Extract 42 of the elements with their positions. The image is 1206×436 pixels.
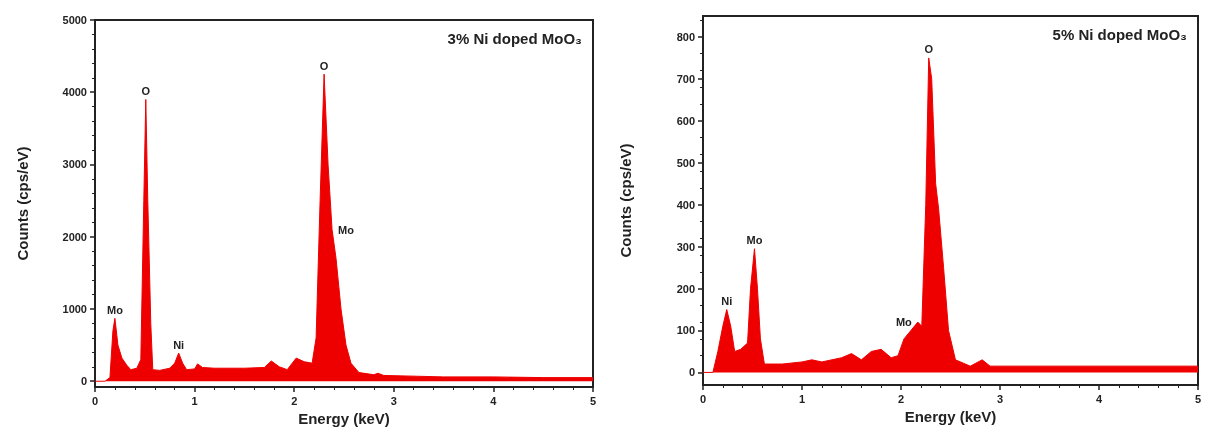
y-tick-label: 0 xyxy=(688,366,695,379)
x-tick-label: 2 xyxy=(897,392,905,405)
annotation: Ni xyxy=(721,295,733,308)
y-tick-label: 0 xyxy=(80,375,87,388)
y-tick-label: 2000 xyxy=(62,230,87,243)
y-axis-title: Counts (cps/eV) xyxy=(14,146,31,261)
x-tick-label: 0 xyxy=(91,394,99,407)
text: 3% Ni doped MoO₃ xyxy=(447,30,583,47)
x-tick-label: 3 xyxy=(390,394,397,407)
x-tick-label: 1 xyxy=(191,394,198,407)
annotation: O xyxy=(319,59,329,72)
x-axis-title: Energy (keV) xyxy=(298,409,390,427)
y-tick-label: 600 xyxy=(676,114,695,127)
x-tick-label: 3 xyxy=(996,392,1004,405)
x-axis-title: Energy (keV) xyxy=(904,407,997,425)
y-tick-label: 800 xyxy=(676,30,695,43)
x-tick-label: 5 xyxy=(1194,392,1202,405)
x-tick-label: 4 xyxy=(1095,392,1103,405)
x-tick-label: 1 xyxy=(798,392,806,405)
y-axis-title: Counts (cps/eV) xyxy=(617,143,634,258)
y-tick-label: 4000 xyxy=(62,86,87,99)
y-tick-label: 400 xyxy=(676,198,695,211)
annotation: Mo xyxy=(338,223,355,236)
annotation: O xyxy=(141,84,151,97)
annotation: Ni xyxy=(173,338,185,351)
y-tick-label: 200 xyxy=(676,282,695,295)
text: 5% Ni doped MoO₃ xyxy=(1052,26,1188,43)
annotation: Mo xyxy=(106,303,124,316)
x-tick-label: 5 xyxy=(589,394,597,407)
annotation: O xyxy=(924,43,934,56)
y-tick-label: 5000 xyxy=(62,14,87,26)
x-tick-label: 2 xyxy=(291,394,298,407)
annotation: Mo xyxy=(895,316,913,329)
annotation: Mo xyxy=(746,234,763,247)
y-tick-label: 700 xyxy=(676,72,695,85)
y-tick-label: 500 xyxy=(676,156,695,169)
x-tick-label: 4 xyxy=(490,394,498,407)
y-tick-label: 1000 xyxy=(62,302,87,315)
y-tick-label: 3000 xyxy=(62,158,87,171)
y-tick-label: 100 xyxy=(676,324,695,337)
x-tick-label: 0 xyxy=(699,392,707,405)
y-tick-label: 300 xyxy=(676,240,695,253)
